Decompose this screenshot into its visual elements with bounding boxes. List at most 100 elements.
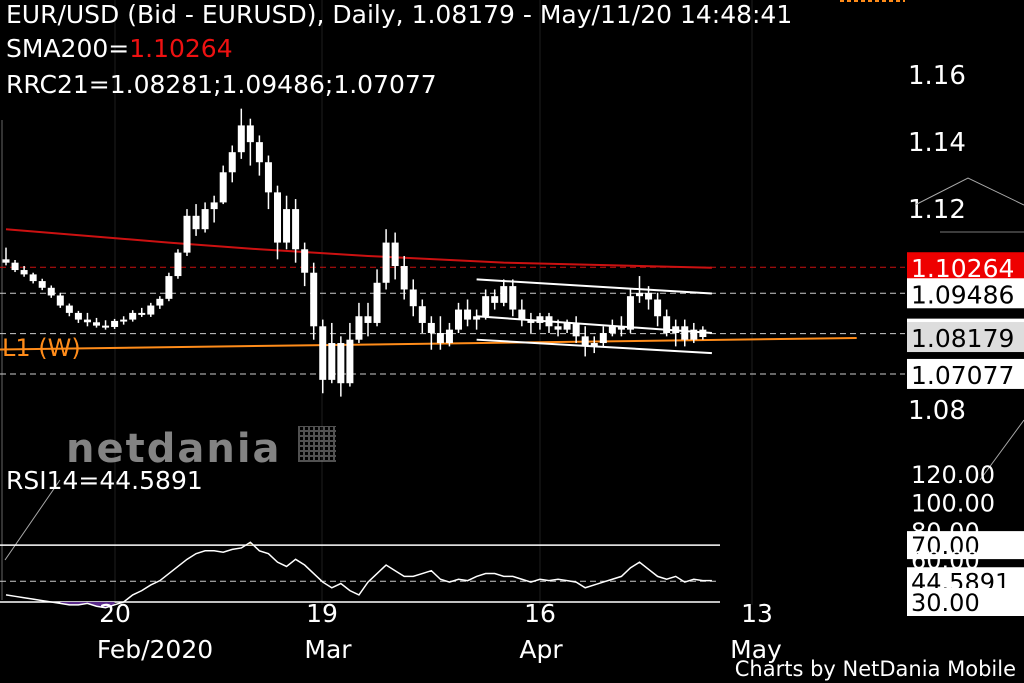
- ohlc-bar: [129, 310, 137, 322]
- rsi-title: RSI14=44.5891: [6, 466, 203, 495]
- ohlc-bar: [355, 302, 363, 344]
- ohlc-bar: [400, 255, 408, 300]
- ohlc-bar: [654, 292, 662, 327]
- rsi-tag: [907, 531, 1024, 560]
- ohlc-body: [292, 209, 300, 250]
- ohlc-body: [219, 172, 227, 203]
- ohlc-bar: [283, 195, 291, 250]
- ohlc-body: [283, 209, 291, 243]
- ohlc-bar: [527, 312, 535, 333]
- ohlc-body: [645, 292, 653, 300]
- footer-credit: Charts by NetDania Mobile: [734, 657, 1016, 681]
- ohlc-body: [2, 259, 10, 263]
- price-tag: [907, 252, 1024, 283]
- ohlc-bar: [581, 326, 589, 357]
- ohlc-body: [518, 309, 526, 320]
- ohlc-body: [156, 298, 164, 306]
- ohlc-bar: [672, 319, 680, 347]
- ohlc-body: [129, 312, 137, 320]
- ohlc-body: [65, 305, 73, 313]
- sma200-line: [5, 228, 712, 269]
- scale-triangle-upper: [914, 177, 1024, 206]
- ohlc-body: [445, 329, 453, 344]
- ohlc-bar: [65, 303, 73, 317]
- channel-upper-line: [476, 278, 712, 295]
- ohlc-bar: [436, 316, 444, 350]
- ohlc-bar: [237, 108, 245, 159]
- ohlc-bar: [102, 320, 110, 330]
- ohlc-bar: [93, 317, 100, 328]
- ohlc-bar: [663, 309, 671, 337]
- ohlc-bar: [491, 289, 499, 310]
- ohlc-bar: [409, 279, 417, 317]
- x-axis-month-label: Apr: [519, 635, 563, 664]
- ohlc-body: [174, 252, 182, 277]
- ohlc-body: [626, 296, 634, 330]
- ohlc-body: [328, 343, 336, 380]
- ohlc-bar: [473, 309, 481, 330]
- price-tick-label: 1.08: [908, 396, 966, 426]
- ohlc-body: [274, 192, 281, 243]
- ohlc-body: [183, 215, 191, 253]
- l1-trendline: [0, 337, 857, 351]
- ohlc-body: [246, 125, 254, 143]
- ohlc-bar: [192, 204, 200, 236]
- ohlc-body: [482, 296, 490, 317]
- rsi-tag: [907, 588, 1024, 616]
- ohlc-body: [536, 316, 544, 323]
- ohlc-body: [572, 322, 580, 337]
- price-tag-label: 1.09486: [911, 280, 1014, 309]
- ohlc-bar: [111, 318, 119, 329]
- ohlc-body: [400, 266, 408, 290]
- ohlc-bar: [228, 145, 236, 183]
- ohlc-bar: [255, 135, 263, 176]
- ohlc-body: [210, 202, 218, 210]
- price-tag-label: 1.08179: [911, 324, 1014, 353]
- rsi-scale-diagonal: [4, 479, 61, 561]
- ohlc-body: [654, 299, 662, 317]
- ohlc-bar: [165, 272, 173, 302]
- ohlc-bar: [455, 302, 462, 333]
- ohlc-body: [192, 215, 200, 230]
- ohlc-body: [319, 326, 327, 380]
- rrc-readout: RRC21=1.08281;1.09486;1.07077: [6, 70, 437, 99]
- rsi-line: [5, 541, 712, 609]
- ohlc-bar: [210, 195, 218, 223]
- ohlc-body: [310, 272, 318, 327]
- ohlc-bar: [681, 319, 689, 347]
- ohlc-bar: [264, 155, 272, 210]
- ohlc-body: [690, 329, 698, 340]
- ohlc-bar: [310, 262, 318, 340]
- ohlc-bar: [427, 316, 435, 350]
- ohlc-body: [346, 339, 354, 384]
- price-tick-label: 1.12: [908, 195, 966, 225]
- ohlc-body: [255, 142, 263, 163]
- sma-readout: SMA200=1.10264: [6, 34, 233, 64]
- ohlc-body: [509, 286, 517, 310]
- ohlc-bar: [183, 209, 191, 256]
- ohlc-bar: [418, 299, 426, 333]
- price-tag: [907, 278, 1024, 309]
- ohlc-body: [56, 295, 64, 306]
- price-tag: [907, 322, 1024, 353]
- ohlc-body: [228, 152, 236, 173]
- ohlc-bar: [699, 326, 707, 340]
- ohlc-bar: [373, 269, 381, 327]
- ohlc-body: [599, 332, 607, 344]
- ohlc-bars: [2, 108, 707, 397]
- ohlc-bar: [645, 286, 653, 310]
- rsi-tick-label: 120.00: [911, 461, 995, 489]
- ohlc-bar: [346, 322, 354, 387]
- ohlc-body: [237, 125, 245, 153]
- ohlc-body: [500, 286, 508, 303]
- x-axis-month-label: Mar: [304, 635, 352, 664]
- ohlc-body: [554, 326, 562, 330]
- ohlc-bar: [617, 316, 625, 337]
- ohlc-bar: [38, 278, 46, 291]
- ohlc-body: [527, 319, 535, 323]
- ohlc-body: [74, 312, 82, 320]
- price-tag-label: 1.07077: [911, 361, 1014, 390]
- ohlc-bar: [29, 272, 37, 284]
- ohlc-bar: [2, 247, 10, 266]
